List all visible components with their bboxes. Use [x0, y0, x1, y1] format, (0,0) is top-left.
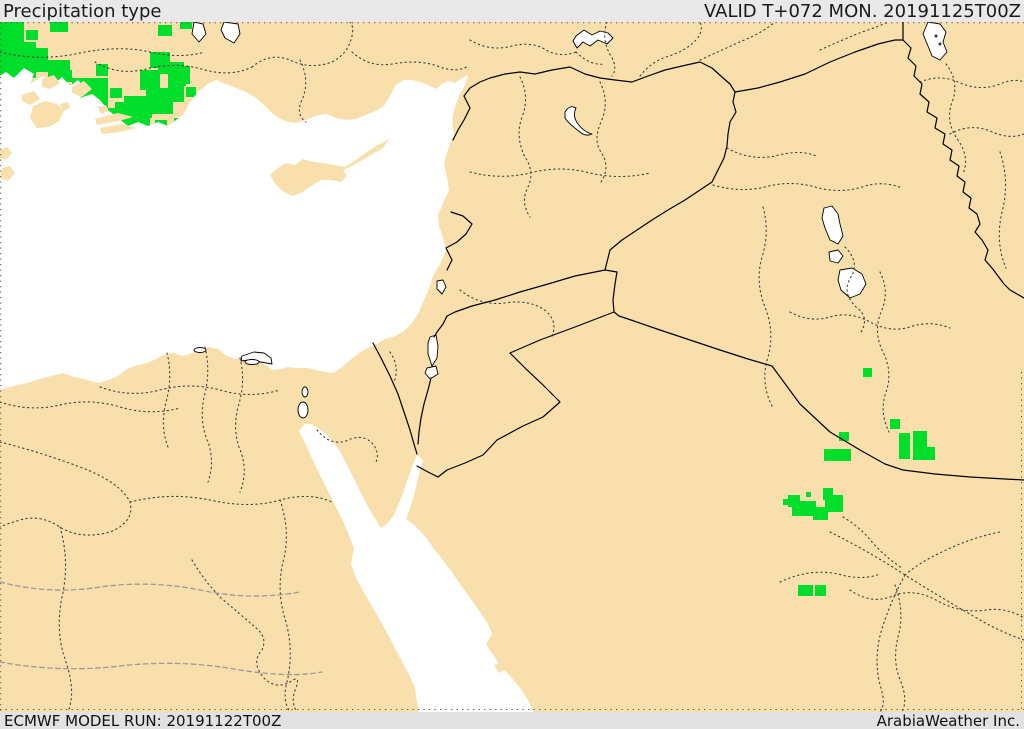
lake-habbaniyah — [828, 249, 844, 264]
precip-cell — [913, 431, 927, 460]
border-israel-egypt — [372, 342, 418, 455]
branding-label: ArabiaWeather Inc. — [876, 711, 1020, 729]
border-jordan-notch — [604, 269, 620, 317]
lake-beysehir — [220, 21, 241, 44]
lake-urmia — [922, 21, 948, 61]
border-jordan-saudi — [416, 311, 615, 478]
precip-cell — [0, 22, 24, 42]
precip-cell — [140, 70, 160, 90]
precip-cell — [26, 30, 38, 40]
border-hatay — [452, 95, 471, 141]
precip-cell — [168, 84, 184, 102]
lake-egirdir — [191, 21, 207, 43]
bitter-lake-small — [301, 386, 309, 398]
precip-cell — [50, 22, 68, 32]
precip-cell — [863, 368, 872, 377]
border-turkey-syria — [463, 61, 736, 97]
precip-cell — [186, 87, 196, 97]
delta-lake-2 — [244, 359, 260, 365]
precip-cell — [823, 488, 833, 500]
precip-cell — [806, 492, 811, 497]
precip-cell — [926, 447, 935, 460]
dead-sea — [427, 334, 439, 367]
lake-ataturk — [572, 29, 614, 49]
bitter-lake-great — [297, 401, 309, 419]
lake-bardawil — [240, 351, 273, 365]
precip-cell — [813, 507, 828, 520]
precip-cell — [180, 66, 190, 84]
model-run-label: ECMWF MODEL RUN: 20191122T00Z — [4, 711, 282, 729]
lake-galilee — [436, 279, 447, 295]
precip-cell — [96, 64, 108, 76]
precip-cell — [792, 501, 816, 516]
precip-cell — [36, 48, 48, 72]
footer-bar: ECMWF MODEL RUN: 20191122T00Z ArabiaWeat… — [0, 712, 1024, 729]
precip-cell — [839, 432, 849, 441]
border-syria-iraq — [604, 91, 737, 271]
precip-cell — [899, 433, 910, 459]
precip-cell — [824, 449, 851, 461]
precip-cell — [798, 585, 813, 596]
precip-cell — [110, 88, 122, 98]
border-syria-jordan — [446, 269, 606, 317]
lake-tharthar — [821, 205, 844, 245]
precip-cell — [815, 585, 826, 596]
border-jordan-valley — [417, 315, 448, 445]
precip-cell — [158, 25, 172, 36]
map-svg — [0, 21, 1024, 715]
border-iraq-saudi — [618, 315, 1024, 481]
border-lebanon — [445, 211, 473, 271]
precip-cell — [115, 102, 173, 114]
delta-lake-1 — [193, 347, 207, 353]
forecast-map — [0, 21, 1024, 715]
admin-borders — [0, 21, 1024, 713]
lake-razzaza — [837, 267, 867, 299]
precip-cell — [825, 495, 843, 512]
precip-cell — [890, 419, 900, 429]
lakes — [191, 21, 948, 419]
precip-cell — [783, 499, 789, 505]
header-bar: Precipitation type VALID T+072 MON. 2019… — [0, 0, 1024, 22]
dead-sea-south — [424, 365, 439, 380]
lake-assad — [564, 106, 593, 136]
country-borders — [372, 21, 1024, 481]
page-title: Precipitation type — [3, 1, 162, 22]
border-turkey-iraq-iran — [734, 21, 904, 93]
border-iran-iraq — [902, 39, 1024, 299]
valid-time-label: VALID T+072 MON. 20191125T00Z — [703, 1, 1021, 22]
precip-cell — [180, 22, 192, 29]
